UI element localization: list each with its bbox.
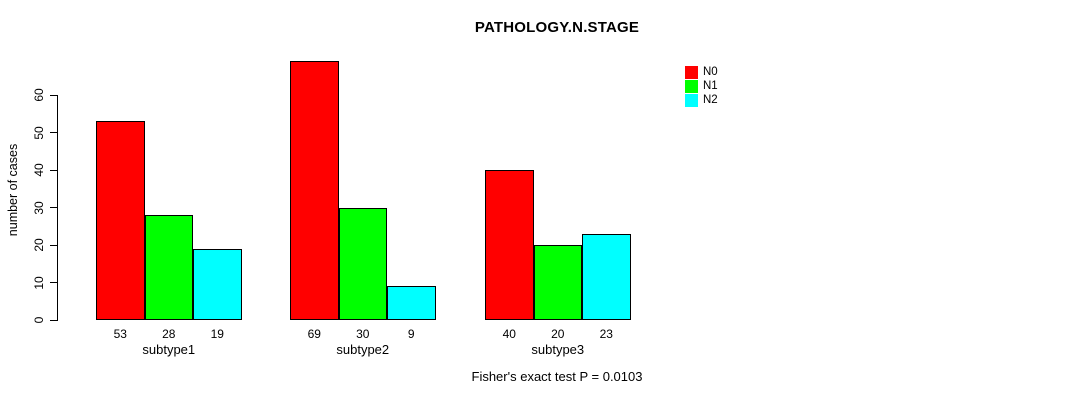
y-axis-line: [57, 95, 58, 321]
y-axis-tick: [50, 207, 57, 208]
bar-value-label-n2-subtype2: 9: [407, 327, 415, 341]
fisher-test-annotation: Fisher's exact test P = 0.0103: [471, 369, 643, 384]
legend: N0 N1 N2: [685, 65, 718, 107]
y-axis-tick: [50, 319, 57, 321]
y-axis-tick-label: 30: [32, 200, 46, 215]
legend-label-n0: N0: [703, 65, 718, 78]
y-axis-tick-label: 40: [32, 163, 46, 177]
bar-value-label-n0-subtype1: 53: [113, 327, 127, 341]
bar-n2-subtype2: [387, 286, 436, 320]
legend-swatch-n0: [685, 65, 698, 79]
y-axis-tick: [50, 132, 57, 133]
legend-swatch-n2: [685, 93, 698, 107]
y-axis-tick: [50, 282, 57, 283]
y-axis-tick: [50, 94, 57, 96]
y-axis-tick: [50, 244, 57, 246]
bar-n1-subtype3: [533, 245, 582, 320]
bar-n0-subtype1: [96, 121, 145, 320]
bar-value-label-n2-subtype3: 23: [599, 327, 613, 341]
legend-label-n2: N2: [703, 93, 718, 106]
y-axis-tick-label: 50: [32, 125, 46, 140]
y-axis-tick-label: 20: [32, 238, 46, 252]
legend-item-n2: N2: [685, 93, 718, 107]
bar-value-label-n1-subtype1: 28: [162, 327, 176, 341]
category-label-subtype2: subtype2: [336, 342, 390, 357]
y-axis-tick-label: 10: [32, 275, 46, 290]
bar-n2-subtype1: [193, 248, 242, 320]
bar-n1-subtype1: [144, 215, 193, 320]
bar-value-label-n0-subtype2: 69: [307, 327, 321, 341]
legend-swatch-n1: [685, 79, 698, 93]
y-axis-tick-label: 0: [32, 316, 46, 324]
bar-n1-subtype2: [338, 207, 387, 320]
chart-title: PATHOLOGY.N.STAGE: [474, 19, 640, 36]
legend-label-n1: N1: [703, 79, 718, 92]
category-label-subtype1: subtype1: [142, 342, 196, 357]
legend-item-n1: N1: [685, 79, 718, 93]
bar-value-label-n0-subtype3: 40: [502, 327, 516, 341]
bar-n0-subtype2: [290, 61, 339, 320]
bar-value-label-n2-subtype1: 19: [210, 327, 224, 341]
legend-item-n0: N0: [685, 65, 718, 79]
y-axis-label: number of cases: [6, 143, 20, 237]
bar-n2-subtype3: [582, 233, 631, 320]
bar-value-label-n1-subtype2: 30: [356, 327, 370, 341]
y-axis-tick-label: 60: [32, 88, 46, 102]
category-label-subtype3: subtype3: [531, 342, 585, 357]
y-axis-tick: [50, 169, 57, 171]
bar-value-label-n1-subtype3: 20: [551, 327, 565, 341]
bar-n0-subtype3: [485, 170, 534, 320]
